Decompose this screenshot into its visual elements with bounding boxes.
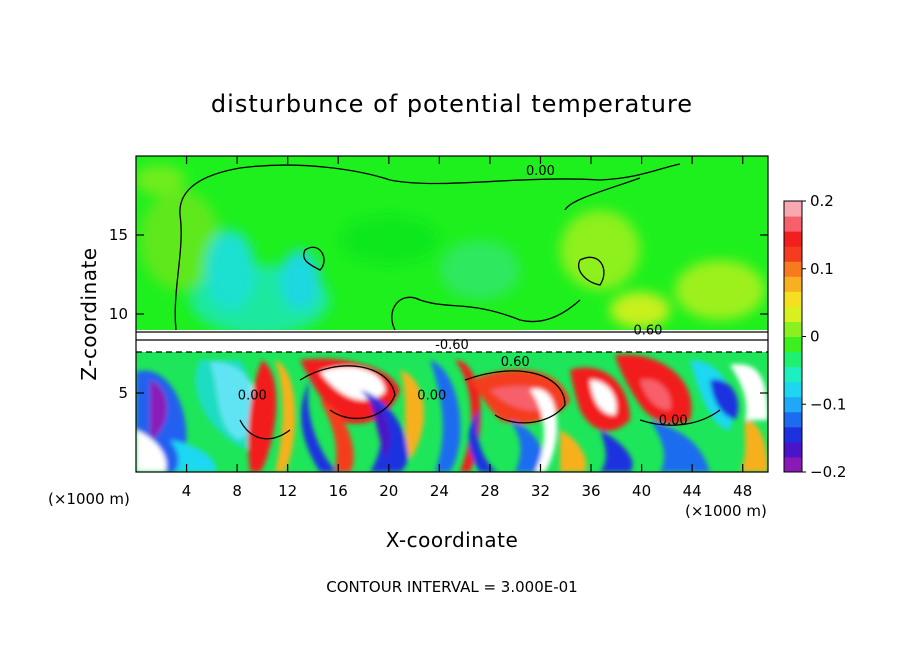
colorbar-swatch (784, 261, 802, 277)
contour-label: 0.00 (659, 414, 688, 429)
colorbar-swatch (784, 426, 802, 443)
colorbar-swatch (784, 366, 802, 383)
x-tick-label: 8 (232, 482, 242, 500)
x-tick-label: 16 (329, 482, 348, 500)
contour-lines (136, 163, 768, 440)
x-tick-label: 32 (531, 482, 550, 500)
colorbar-swatch (784, 231, 802, 247)
contour-cluster-left (303, 246, 325, 271)
colorbar-tick-label: −0.2 (810, 463, 846, 481)
colorbar-swatch (784, 276, 802, 292)
x-unit-right: (×1000 m) (685, 502, 767, 520)
contour-interval-label: CONTOUR INTERVAL = 3.000E-01 (326, 578, 577, 596)
x-unit-left: (×1000 m) (48, 490, 130, 508)
x-tick-label: 12 (278, 482, 297, 500)
y-tick-label: 15 (109, 226, 128, 244)
contour-label-group: 0.00 0.60 -0.60 0.60 0.00 0.00 0.00 (238, 164, 688, 429)
y-axis-title: Z-coordinate (77, 247, 101, 380)
colorbar-swatch (784, 246, 802, 262)
x-tick-label: 20 (379, 482, 398, 500)
colorbar-swatch (784, 351, 802, 368)
chart-title: disturbunce of potential temperature (211, 90, 693, 118)
x-tick-label: 44 (683, 482, 702, 500)
colorbar-swatch (784, 291, 802, 307)
colorbar-swatch (784, 456, 802, 473)
contour-lower-a (299, 365, 396, 420)
colorbar-swatch (784, 336, 802, 353)
contour-lower-b (464, 370, 566, 424)
y-axis: 5 10 15 (109, 226, 768, 402)
x-tick-label: 36 (581, 482, 600, 500)
colorbar-swatch (784, 411, 802, 428)
inversion-band (136, 330, 768, 354)
colorbar-tick-label: 0.2 (810, 192, 834, 210)
colorbar-swatch (784, 441, 802, 458)
x-tick-label: 40 (632, 482, 651, 500)
y-tick-label: 5 (118, 384, 128, 402)
contour-label: 0.00 (417, 388, 446, 403)
colorbar-tick-label: 0.1 (810, 260, 834, 278)
contour-label: -0.60 (435, 338, 469, 353)
colorbar-swatch (784, 201, 802, 217)
contour-zero-upper (174, 163, 681, 331)
contour-lower-c (639, 409, 721, 426)
contour-cluster-right (578, 256, 605, 286)
colorbar-swatch (784, 321, 802, 337)
x-tick-label: 4 (182, 482, 192, 500)
contour-lower-d (239, 419, 291, 440)
contour-label: 0.00 (238, 388, 267, 403)
x-axis: 4 8 12 16 20 24 28 32 36 40 44 48 (182, 156, 752, 500)
contour-zero-right (564, 177, 641, 211)
colorbar-tick-label: 0 (810, 328, 820, 346)
x-tick-label: 24 (430, 482, 449, 500)
contour-zero-mid (391, 296, 581, 331)
contour-label: 0.00 (526, 164, 555, 179)
x-tick-label: 28 (480, 482, 499, 500)
x-axis-title: X-coordinate (386, 528, 519, 552)
colorbar-swatch (784, 381, 802, 398)
x-tick-label: 48 (733, 482, 752, 500)
colorbar-swatch (784, 396, 802, 413)
colorbar-swatch (784, 306, 802, 322)
contour-label: 0.60 (501, 355, 530, 370)
contour-label: 0.60 (633, 324, 662, 339)
colorbar-swatch (784, 216, 802, 232)
colorbar: 0.2 0.1 0 −0.1 −0.2 (783, 192, 846, 481)
colorbar-tick-label: −0.1 (810, 395, 846, 413)
y-tick-label: 10 (109, 305, 128, 323)
